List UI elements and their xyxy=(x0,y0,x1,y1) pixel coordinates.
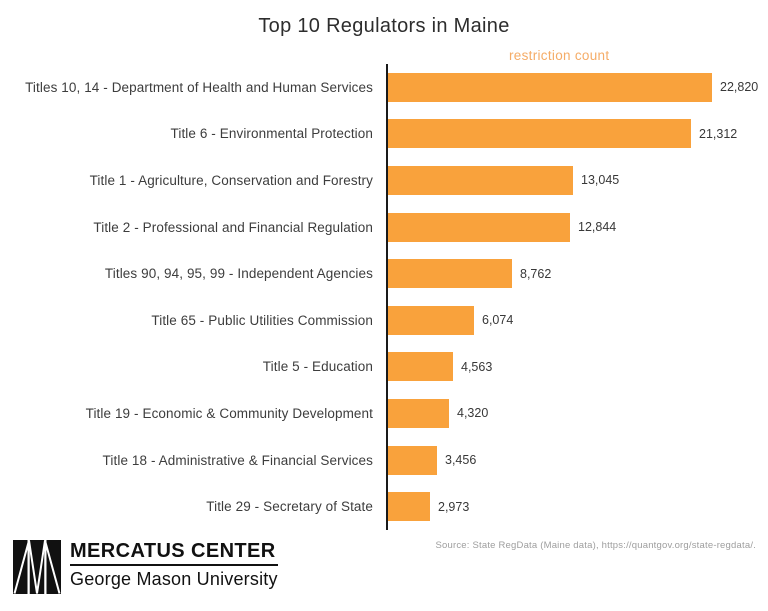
bar xyxy=(388,165,573,195)
category-label: Title 2 - Professional and Financial Reg… xyxy=(93,219,373,235)
bar-area: 12,844 xyxy=(386,203,768,251)
category-label: Title 18 - Administrative & Financial Se… xyxy=(102,452,373,468)
bar-row: Title 18 - Administrative & Financial Se… xyxy=(0,436,768,484)
value-label: 3,456 xyxy=(445,453,477,468)
source-text: Source: State RegData (Maine data), http… xyxy=(435,540,756,551)
bar-area: 4,563 xyxy=(386,343,768,391)
value-axis-label: restriction count xyxy=(509,48,610,63)
bar xyxy=(388,119,691,149)
category-label: Title 65 - Public Utilities Commission xyxy=(151,312,373,328)
bar-area: 3,456 xyxy=(386,436,768,484)
logo-text: MERCATUS CENTER George Mason University xyxy=(70,540,278,590)
value-label: 21,312 xyxy=(699,126,738,141)
chart-title: Top 10 Regulators in Maine xyxy=(258,15,510,37)
bar-row: Title 5 - Education 4,563 xyxy=(0,343,768,391)
bar-row: Titles 10, 14 - Department of Health and… xyxy=(0,64,768,111)
bar xyxy=(388,445,437,475)
bar xyxy=(388,72,712,102)
category-label: Titles 90, 94, 95, 99 - Independent Agen… xyxy=(104,266,373,282)
bar-row: Title 19 - Economic & Community Developm… xyxy=(0,390,768,437)
bar-area: 22,820 xyxy=(386,64,768,111)
bar-area: 8,762 xyxy=(386,250,768,297)
bar-row: Title 6 - Environmental Protection 21,31… xyxy=(0,110,768,158)
bar xyxy=(388,398,449,428)
category-label: Titles 10, 14 - Department of Health and… xyxy=(25,79,373,95)
logo-divider xyxy=(70,564,278,566)
bar-area: 2,973 xyxy=(386,483,768,530)
bar xyxy=(388,259,512,289)
category-label: Title 5 - Education xyxy=(262,359,373,375)
value-label: 6,074 xyxy=(482,313,514,328)
bar-area: 21,312 xyxy=(386,110,768,158)
value-label: 13,045 xyxy=(581,173,620,188)
bar-area: 6,074 xyxy=(386,296,768,344)
category-label: Title 1 - Agriculture, Conservation and … xyxy=(89,172,373,188)
value-label: 22,820 xyxy=(720,80,759,95)
bar-row: Title 2 - Professional and Financial Reg… xyxy=(0,203,768,251)
bar xyxy=(388,212,570,242)
bar-row: Title 65 - Public Utilities Commission 6… xyxy=(0,296,768,344)
category-label: Title 6 - Environmental Protection xyxy=(170,126,373,142)
bar xyxy=(388,352,453,382)
bar-area: 13,045 xyxy=(386,157,768,204)
mercatus-logo: MERCATUS CENTER George Mason University xyxy=(13,540,278,595)
mercatus-logo-icon xyxy=(13,540,61,594)
bar-area: 4,320 xyxy=(386,390,768,437)
logo-title: MERCATUS CENTER xyxy=(70,540,276,562)
category-label: Title 29 - Secretary of State xyxy=(206,499,373,515)
bar-row: Title 29 - Secretary of State 2,973 xyxy=(0,483,768,530)
bar-chart: Titles 10, 14 - Department of Health and… xyxy=(0,64,768,530)
value-label: 12,844 xyxy=(578,220,617,235)
value-label: 4,320 xyxy=(457,406,489,421)
bar-row: Title 1 - Agriculture, Conservation and … xyxy=(0,157,768,204)
value-label: 4,563 xyxy=(461,359,493,374)
logo-subtitle: George Mason University xyxy=(70,569,278,589)
bar xyxy=(388,305,474,335)
category-label: Title 19 - Economic & Community Developm… xyxy=(85,405,373,421)
value-label: 8,762 xyxy=(520,266,552,281)
bar-row: Titles 90, 94, 95, 99 - Independent Agen… xyxy=(0,250,768,297)
bar xyxy=(388,492,430,522)
value-label: 2,973 xyxy=(438,499,470,514)
